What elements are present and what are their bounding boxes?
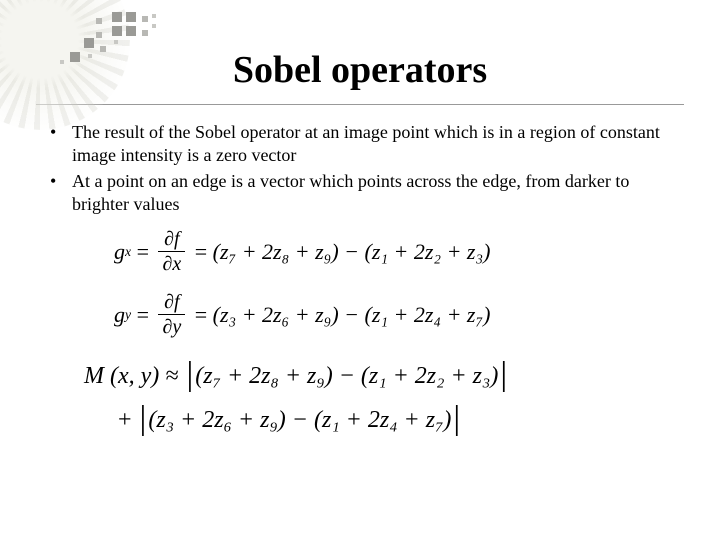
bullet-item: The result of the Sobel operator at an i… (44, 121, 676, 166)
title-divider (36, 104, 684, 105)
magnitude-equation: M (x, y) ≈ |(z₇ + 2z₈ + z₉) − (z₁ + 2z₂ … (84, 357, 676, 440)
magnitude-line1: M (x, y) ≈ |(z₇ + 2z₈ + z₉) − (z₁ + 2z₂ … (84, 357, 676, 395)
gx-frac-num: ∂f (160, 229, 183, 249)
bullet-list: The result of the Sobel operator at an i… (44, 121, 676, 215)
magnitude-lhs: M (x, y) ≈ (84, 363, 178, 389)
gy-frac-num: ∂f (160, 292, 183, 312)
gx-symbol: g (114, 239, 125, 264)
gx-fraction: ∂f ∂x (158, 229, 185, 274)
bullet-item: At a point on an edge is a vector which … (44, 170, 676, 215)
slide-title: Sobel operators (0, 0, 720, 104)
gy-frac-den: ∂y (158, 317, 185, 337)
magnitude-term2: (z₃ + 2z₆ + z₉) − (z₁ + 2z₄ + z₇) (148, 407, 451, 433)
magnitude-line2: + |(z₃ + 2z₆ + z₉) − (z₁ + 2z₄ + z₇)| (84, 401, 676, 439)
gx-rhs: (z₇ + 2z₈ + z₉) − (z₁ + 2z₂ + z₃) (213, 239, 491, 264)
equation-gy: gy = ∂f ∂y = (z₃ + 2z₆ + z₉) − (z₁ + 2z₄… (114, 292, 676, 337)
magnitude-term1: (z₇ + 2z₈ + z₉) − (z₁ + 2z₂ + z₃) (195, 363, 498, 389)
gy-fraction: ∂f ∂y (158, 292, 185, 337)
magnitude-plus: + (118, 407, 132, 433)
gy-symbol: g (114, 302, 125, 327)
equation-gx: gx = ∂f ∂x = (z₇ + 2z₈ + z₉) − (z₁ + 2z₂… (114, 229, 676, 274)
gradient-equations: gx = ∂f ∂x = (z₇ + 2z₈ + z₉) − (z₁ + 2z₂… (114, 229, 676, 337)
gx-frac-den: ∂x (158, 254, 185, 274)
gy-rhs: (z₃ + 2z₆ + z₉) − (z₁ + 2z₄ + z₇) (213, 302, 491, 327)
slide-content: The result of the Sobel operator at an i… (0, 121, 720, 440)
